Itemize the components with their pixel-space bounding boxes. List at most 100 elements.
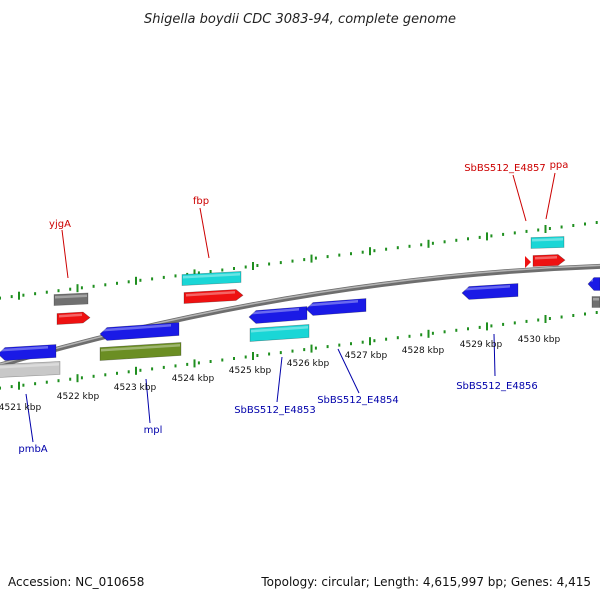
gene-label-pmbA[interactable]: pmbA [18, 444, 47, 455]
gene-yjgA-homolog-gray [53, 292, 89, 306]
upper-major-tick [310, 254, 313, 263]
gene-label-yjgA[interactable]: yjgA [49, 219, 71, 230]
leader-SbBS512_E4853 [276, 356, 283, 403]
lower-minor-tick [560, 315, 563, 319]
lower-minor-tick [513, 321, 516, 325]
gene-ppa-cyan [530, 236, 565, 249]
gene-labels: yjgA fbp SbBS512_E4857 ppa pmbA mpl SbBS512_E4… [18, 160, 568, 455]
gene-label-SbBS512_E4856[interactable]: SbBS512_E4856 [456, 381, 538, 392]
gene-label-mpl[interactable]: mpl [144, 425, 163, 436]
gene-SbBS512_E4856-highlight [464, 285, 510, 291]
lower-minor-tick [350, 342, 352, 346]
upper-minor-tick [151, 277, 154, 281]
upper-minor-tick [0, 296, 1, 300]
upper-minor-tick [525, 229, 528, 233]
lower-minor-tick [478, 325, 481, 329]
lower-minor-tick [197, 361, 200, 365]
upper-minor-tick [513, 231, 516, 235]
upper-minor-tick [104, 283, 107, 287]
upper-minor-tick [279, 261, 282, 265]
gene-SbBS512_E4853-highlight [251, 308, 299, 315]
lower-minor-tick [221, 358, 224, 362]
gene-SbBS512_E4853 [248, 306, 308, 324]
upper-minor-tick [502, 232, 505, 236]
upper-major-tick [252, 262, 254, 270]
upper-minor-tick [127, 280, 130, 284]
topology-summary: Topology: circular; Length: 4,615,997 bp… [260, 575, 591, 589]
upper-minor-tick [420, 243, 423, 247]
leader-pmbA [25, 393, 34, 443]
lower-minor-tick [595, 311, 598, 314]
lower-major-tick [486, 322, 488, 331]
scale-label: 4521 kbp [0, 403, 41, 413]
lower-minor-tick [268, 352, 271, 356]
gene-SbBS512_E4856 [461, 283, 519, 300]
upper-minor-tick [10, 295, 13, 299]
gene-edge-blue [587, 277, 600, 291]
upper-minor-tick [326, 255, 329, 259]
gene-SbBS512_E4853-cyan [249, 324, 310, 342]
upper-minor-tick [244, 265, 247, 269]
lower-minor-tick [314, 346, 317, 350]
lower-minor-tick [385, 337, 388, 341]
lower-minor-tick [233, 357, 235, 360]
upper-minor-tick [560, 225, 563, 229]
leader-SbBS512_E4854 [337, 348, 360, 394]
leader-yjgA [61, 229, 69, 279]
upper-minor-tick [291, 259, 294, 263]
upper-major-tick [18, 291, 20, 300]
lower-major-tick [76, 374, 79, 383]
gene-mpl-highlight [102, 324, 171, 332]
gene-features [0, 236, 600, 378]
upper-minor-tick [162, 275, 165, 279]
upper-minor-tick [197, 271, 200, 275]
upper-minor-tick [303, 258, 306, 262]
gene-fbp-cyan [181, 271, 242, 286]
scale-labels: 4521 kbp 4522 kbp 4523 kbp 4524 kbp 4525 kbp… [0, 335, 560, 413]
lower-minor-tick [10, 385, 13, 389]
lower-major-tick [369, 337, 371, 346]
lower-minor-tick [502, 322, 505, 326]
gene-SbBS512_E4853-cyan-highlight [251, 326, 308, 333]
lower-minor-tick [92, 374, 95, 378]
lower-minor-tick [455, 328, 458, 332]
leader-SbBS512_E4857 [512, 174, 527, 222]
lower-minor-tick [338, 343, 341, 347]
gene-edge-gray-highlight [593, 298, 599, 301]
gene-edge-blue-highlight [590, 279, 593, 282]
lower-minor-tick [373, 339, 376, 343]
gene-label-ppa[interactable]: ppa [550, 160, 569, 171]
upper-minor-tick [490, 234, 493, 238]
lower-minor-tick [326, 345, 329, 349]
lower-major-tick [252, 352, 254, 360]
lower-minor-tick [490, 324, 493, 328]
upper-minor-tick [443, 240, 446, 244]
lower-minor-tick [420, 333, 423, 337]
gene-yjgA-homolog-gray-highlight [55, 294, 87, 299]
gene-fbp-highlight [186, 291, 235, 297]
upper-minor-tick [584, 222, 586, 226]
upper-minor-tick [256, 264, 259, 267]
lower-minor-tick [151, 367, 154, 371]
lower-major-tick [427, 329, 430, 338]
upper-minor-tick [209, 270, 212, 273]
upper-minor-tick [80, 286, 83, 290]
upper-major-tick [486, 232, 488, 241]
gene-label-SbBS512_E4853[interactable]: SbBS512_E4853 [234, 405, 316, 416]
lower-minor-tick [0, 386, 1, 390]
gene-mpl-olive-highlight [101, 344, 180, 352]
gene-label-SbBS512_E4857[interactable]: SbBS512_E4857 [464, 163, 546, 174]
lower-tick-track [0, 311, 598, 390]
lower-minor-tick [174, 364, 177, 368]
upper-minor-tick [455, 238, 458, 242]
lower-minor-tick [104, 373, 107, 377]
lower-minor-tick [291, 349, 294, 353]
lower-minor-tick [584, 312, 586, 316]
lower-minor-tick [45, 380, 48, 384]
upper-major-tick [369, 247, 371, 256]
lower-minor-tick [408, 334, 411, 338]
gene-label-SbBS512_E4854[interactable]: SbBS512_E4854 [317, 395, 399, 406]
gene-label-fbp[interactable]: fbp [193, 196, 209, 207]
upper-tick-track [0, 221, 598, 300]
lower-minor-tick [244, 355, 247, 359]
